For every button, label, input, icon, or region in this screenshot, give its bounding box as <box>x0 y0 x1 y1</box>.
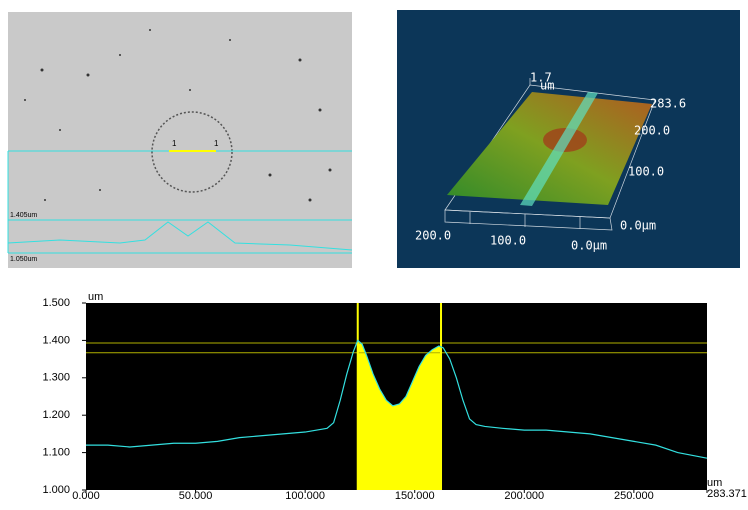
y-unit-label: um <box>88 291 103 303</box>
y-tick-label: 1.300 <box>42 372 70 384</box>
y-tick-label: 1.200 <box>42 409 70 421</box>
x-tick-label: 100.0 <box>490 234 526 248</box>
z-unit-label: um <box>540 79 554 93</box>
level-label: 1.050um <box>10 256 37 263</box>
y-tick-label: 200.0 <box>634 124 670 138</box>
y-tick-label: 1.500 <box>42 297 70 309</box>
y-tick-label: 1.400 <box>42 334 70 346</box>
marker-label: 1 <box>214 139 219 148</box>
level-label: 1.405um <box>10 212 37 219</box>
marker-label: 1 <box>172 139 177 148</box>
microscope-image: 1 1 1.405um 1.050um <box>8 12 352 268</box>
surface-3d-view: 1.7 um 283.6 200.0 100.0 0.0μm 200.0 100… <box>397 10 740 268</box>
y-tick-label: 1.000 <box>42 484 70 496</box>
x-tick-label: 283.371 <box>707 488 747 500</box>
screen: 1 1 1.405um 1.050um 1.7 um 283.6 200.0 1… <box>0 0 748 505</box>
x-tick-label: 0.0μm <box>571 239 607 253</box>
profile-chart: um um 1.0001.1001.2001.3001.4001.5000.00… <box>42 291 746 502</box>
y-tick-label: 100.0 <box>628 165 664 179</box>
y-tick-label: 1.100 <box>42 447 70 459</box>
x-tick-label: 200.0 <box>415 229 451 243</box>
y-tick-label: 283.6 <box>650 97 686 111</box>
y-tick-label: 0.0μm <box>620 219 656 233</box>
